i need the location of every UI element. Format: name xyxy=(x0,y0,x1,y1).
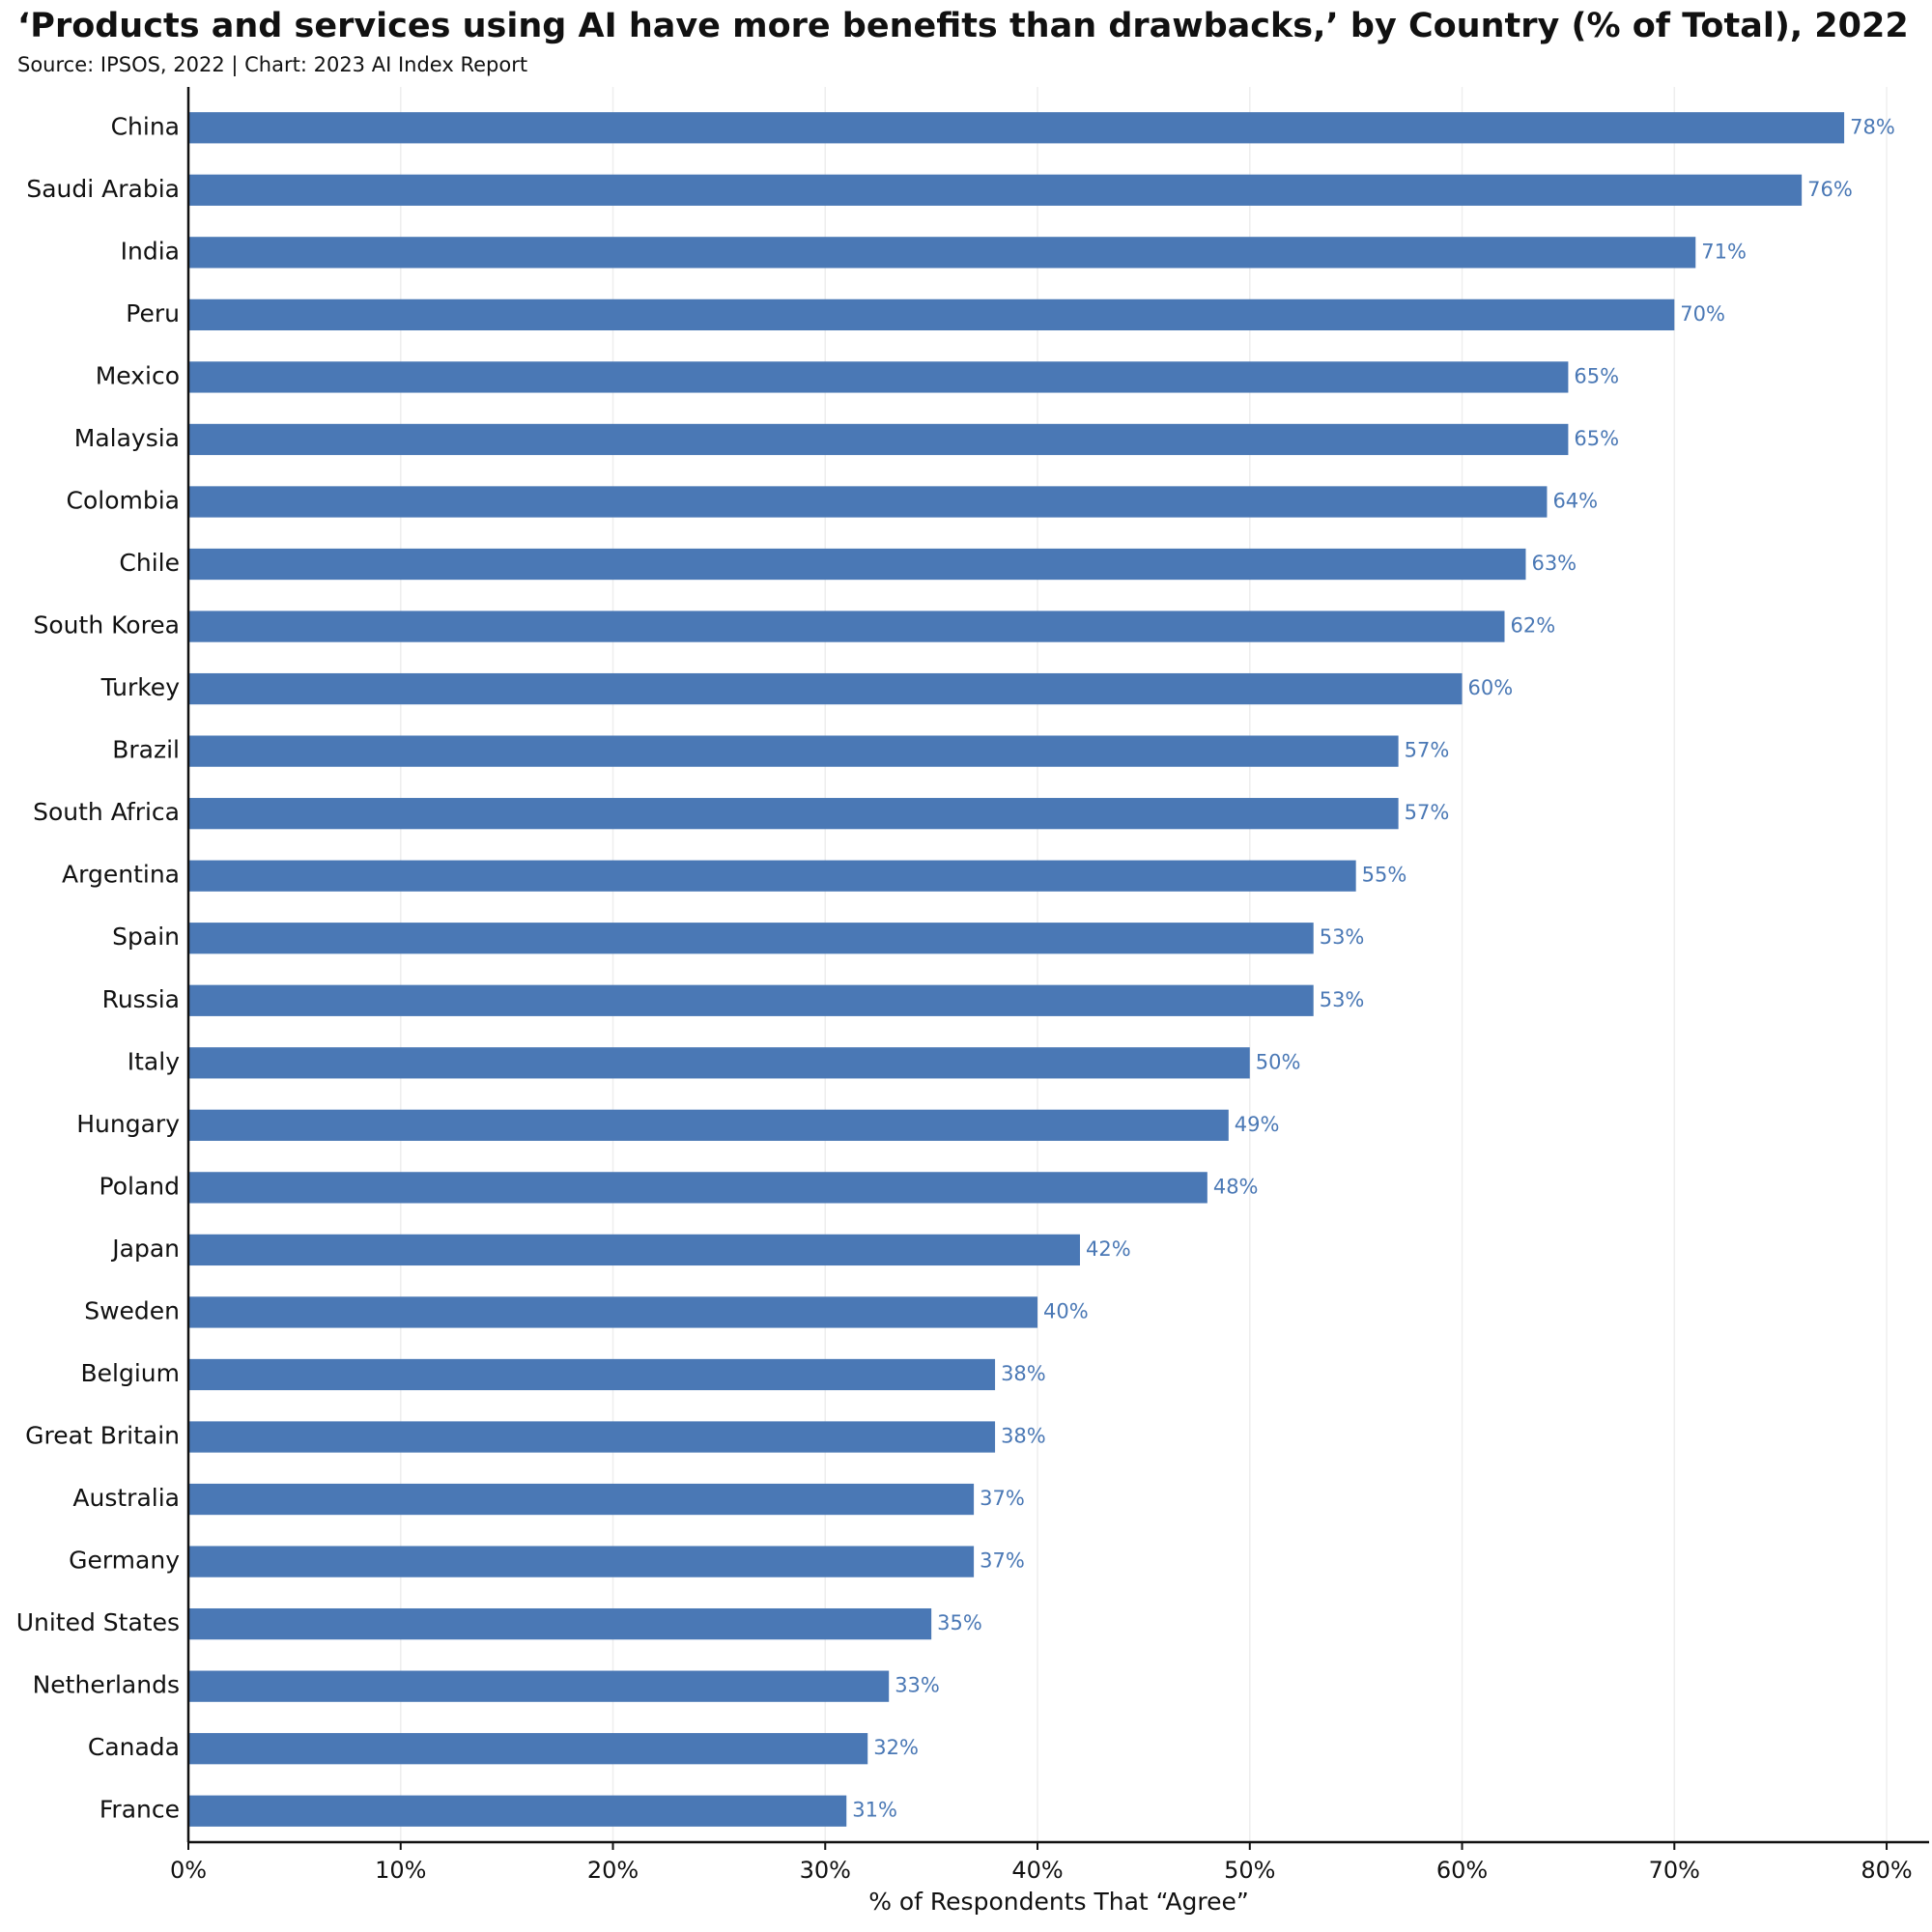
bar xyxy=(188,1358,996,1391)
value-label: 40% xyxy=(1043,1299,1089,1322)
chart-title: ‘Products and services using AI have mor… xyxy=(17,7,1909,45)
bar xyxy=(188,1733,868,1765)
value-label: 76% xyxy=(1807,178,1853,201)
bar xyxy=(188,735,1399,767)
y-tick-label: Malaysia xyxy=(74,424,180,452)
y-tick-label: Sweden xyxy=(84,1296,180,1324)
y-tick-label: Australia xyxy=(72,1484,180,1512)
y-tick-label: Great Britain xyxy=(25,1422,180,1450)
y-tick-label: Hungary xyxy=(76,1110,180,1138)
value-label: 71% xyxy=(1701,240,1747,263)
value-label: 33% xyxy=(895,1674,940,1697)
y-tick-label: Chile xyxy=(119,549,180,577)
x-tick-label: 30% xyxy=(800,1857,851,1884)
chart-subtitle: Source: IPSOS, 2022 | Chart: 2023 AI Ind… xyxy=(17,53,527,77)
y-tick-label: Poland xyxy=(99,1172,180,1200)
bar xyxy=(188,298,1675,331)
value-label: 49% xyxy=(1235,1113,1280,1136)
y-tick-label: United States xyxy=(16,1608,180,1636)
bar xyxy=(188,1795,847,1827)
y-tick-label: Spain xyxy=(112,923,180,951)
bar xyxy=(188,1047,1250,1079)
y-tick-label: India xyxy=(121,237,180,265)
bar xyxy=(188,1109,1229,1141)
value-label: 63% xyxy=(1531,552,1577,575)
y-tick-label: Turkey xyxy=(100,673,181,701)
y-tick-label: Netherlands xyxy=(33,1671,180,1699)
value-label: 48% xyxy=(1213,1175,1259,1198)
y-tick-label: South Africa xyxy=(33,798,180,826)
bar xyxy=(188,174,1803,206)
value-label: 57% xyxy=(1405,739,1450,762)
y-tick-label: Canada xyxy=(88,1733,180,1761)
bar xyxy=(188,112,1845,144)
bar xyxy=(188,923,1314,954)
y-tick-label: Brazil xyxy=(112,736,180,764)
bar xyxy=(188,548,1526,581)
bar xyxy=(188,1172,1208,1204)
value-label: 42% xyxy=(1086,1237,1131,1261)
y-tick-label: China xyxy=(111,112,180,140)
bar xyxy=(188,672,1463,705)
y-tick-label: South Korea xyxy=(34,611,180,639)
bar xyxy=(188,1670,890,1702)
x-tick-label: 60% xyxy=(1436,1857,1488,1884)
value-label: 78% xyxy=(1850,115,1895,138)
y-tick-label: Italy xyxy=(128,1047,180,1075)
x-tick-label: 10% xyxy=(375,1857,426,1884)
x-tick-label: 80% xyxy=(1861,1857,1912,1884)
bar xyxy=(188,611,1505,642)
bar xyxy=(188,1234,1080,1266)
value-label: 62% xyxy=(1510,614,1555,638)
bar xyxy=(188,984,1314,1016)
value-label: 65% xyxy=(1574,364,1619,387)
y-tick-label: Saudi Arabia xyxy=(26,175,180,203)
bar xyxy=(188,1421,996,1453)
value-label: 53% xyxy=(1320,988,1365,1011)
y-tick-label: Russia xyxy=(102,985,180,1013)
bar xyxy=(188,860,1356,892)
value-label: 70% xyxy=(1680,302,1725,326)
bar xyxy=(188,237,1696,269)
value-label: 60% xyxy=(1468,676,1514,699)
bar xyxy=(188,1296,1038,1328)
value-label: 35% xyxy=(937,1611,982,1634)
value-label: 50% xyxy=(1256,1050,1301,1073)
y-tick-label: Peru xyxy=(126,299,180,327)
value-label: 37% xyxy=(980,1487,1025,1510)
value-label: 38% xyxy=(1001,1362,1046,1385)
y-tick-label: France xyxy=(99,1796,180,1824)
x-tick-label: 50% xyxy=(1224,1857,1275,1884)
value-label: 65% xyxy=(1574,427,1619,450)
bar xyxy=(188,1483,975,1516)
value-label: 38% xyxy=(1001,1425,1046,1448)
x-tick-label: 70% xyxy=(1649,1857,1700,1884)
value-label: 31% xyxy=(852,1799,897,1822)
y-tick-label: Belgium xyxy=(81,1359,181,1387)
y-tick-label: Germany xyxy=(69,1547,180,1575)
value-label: 55% xyxy=(1362,864,1407,887)
bar xyxy=(188,486,1548,518)
bar xyxy=(188,1607,932,1640)
x-tick-label: 0% xyxy=(170,1857,207,1884)
bar xyxy=(188,1546,975,1577)
bar xyxy=(188,798,1399,830)
y-tick-label: Argentina xyxy=(62,861,180,889)
value-label: 37% xyxy=(980,1549,1025,1573)
x-tick-label: 40% xyxy=(1011,1857,1063,1884)
y-tick-label: Colombia xyxy=(67,486,180,514)
bar xyxy=(188,423,1569,456)
y-tick-label: Mexico xyxy=(96,361,180,389)
x-axis-title: % of Respondents That “Agree” xyxy=(868,1888,1249,1916)
x-tick-label: 20% xyxy=(587,1857,639,1884)
value-label: 53% xyxy=(1320,925,1365,949)
y-tick-label: Japan xyxy=(110,1235,180,1263)
value-label: 32% xyxy=(873,1736,919,1759)
value-label: 64% xyxy=(1552,489,1598,512)
value-label: 57% xyxy=(1405,801,1450,824)
bar xyxy=(188,361,1569,393)
